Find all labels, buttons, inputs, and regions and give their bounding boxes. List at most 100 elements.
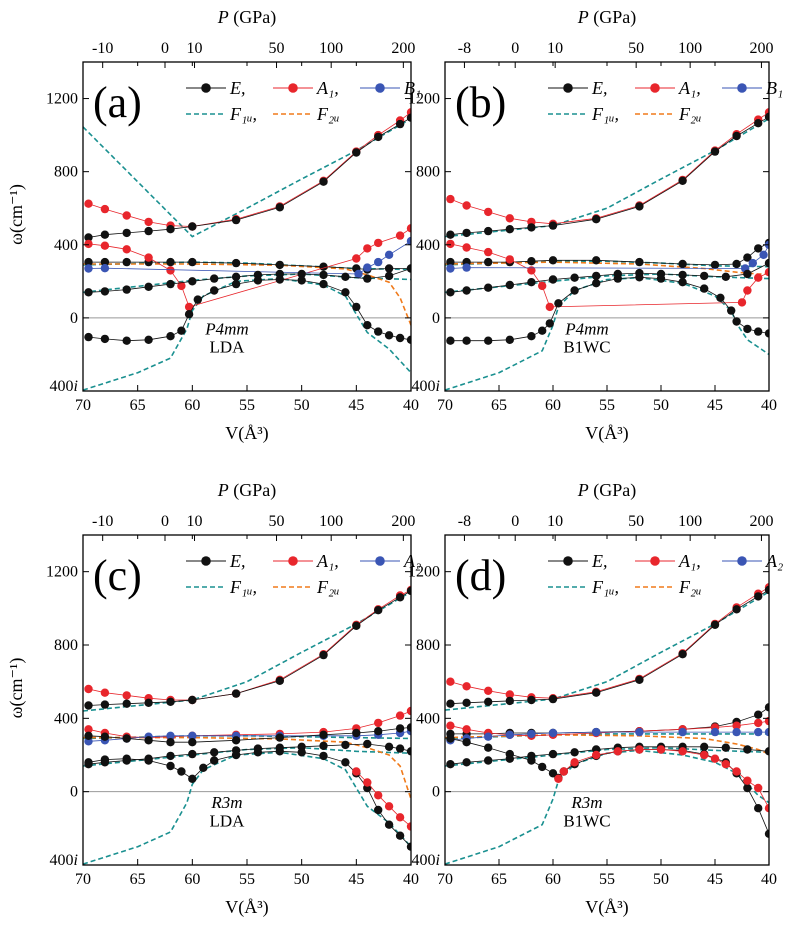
legend-entry: F₂ᵤ: [635, 104, 702, 124]
legend: E, A₁, B₁ F₁ᵤ, F₂ᵤ: [548, 78, 783, 124]
legend-entry: B₁: [722, 78, 783, 98]
x-tick-label: 50: [653, 397, 669, 414]
data-point-e: [384, 331, 394, 340]
data-point-e: [122, 699, 131, 708]
data-point-a1: [166, 266, 175, 275]
y-tick-label: 400: [416, 237, 440, 254]
data-point-e: [319, 262, 328, 271]
data-point-e: [84, 701, 93, 710]
x-tick-label: 55: [599, 397, 615, 414]
data-point-a2: [592, 727, 601, 737]
data-point-e: [166, 738, 175, 747]
data-point-e: [84, 233, 93, 242]
series-f1u-dashed-line: [83, 751, 411, 865]
data-point-e: [710, 260, 720, 270]
data-point-e: [395, 333, 405, 343]
legend-label: A₂: [765, 551, 783, 571]
data-point-e: [231, 279, 241, 289]
data-point-e: [144, 756, 153, 765]
data-point-e: [275, 676, 284, 685]
data-point-e: [656, 274, 666, 283]
legend-entry: A₁,: [273, 78, 339, 98]
data-point-e: [764, 329, 769, 338]
data-point-b1: [462, 263, 471, 272]
data-point-a1: [764, 716, 769, 726]
data-point-e: [505, 335, 514, 344]
data-point-e: [177, 326, 186, 335]
data-point-e: [635, 675, 644, 684]
data-point-e: [188, 277, 197, 286]
pressure-tick-label: -8: [458, 40, 471, 57]
data-point-e: [231, 689, 241, 698]
x-tick-label: 40: [761, 397, 777, 414]
y-tick-label: 800: [416, 164, 440, 181]
data-point-e: [484, 283, 493, 292]
legend-entry: F₁ᵤ,: [186, 104, 257, 124]
data-point-e: [395, 744, 405, 753]
data-point-a1: [538, 281, 547, 291]
data-point-e: [100, 732, 110, 741]
legend-entry: A₂: [722, 551, 783, 571]
data-point-e: [384, 820, 394, 829]
method-label: B1WC: [563, 812, 610, 831]
data-point-a1: [743, 286, 752, 295]
legend-marker: [650, 83, 660, 93]
data-point-e: [341, 740, 350, 750]
legend-marker: [201, 83, 211, 93]
data-point-a1: [406, 706, 411, 716]
legend-marker: [737, 83, 747, 93]
x-tick-label: 40: [761, 871, 777, 888]
y-tick-label: 1200: [408, 564, 440, 581]
data-point-e: [743, 269, 752, 279]
pressure-tick-label: 100: [319, 513, 343, 530]
data-point-e: [592, 688, 601, 697]
legend-entry: E,: [186, 78, 246, 98]
data-point-e: [505, 280, 514, 290]
x-tick-label: 40: [403, 871, 419, 888]
series-f2u-dashed-line: [83, 736, 411, 800]
data-point-e: [462, 738, 471, 747]
data-point-a1: [395, 711, 405, 720]
series-group: [445, 583, 769, 865]
data-point-e: [384, 264, 394, 273]
data-point-a2: [732, 727, 741, 737]
volume-axis-title: V(Å³): [585, 897, 628, 918]
data-point-e: [341, 758, 350, 767]
data-point-e: [570, 748, 579, 757]
pressure-tick-label: 200: [391, 40, 415, 57]
pressure-tick-label: 100: [678, 513, 702, 530]
x-tick-label: 45: [348, 871, 364, 888]
y-tick-label: 800: [416, 637, 440, 654]
data-point-b1: [354, 269, 363, 279]
pressure-tick-label: 100: [319, 40, 343, 57]
data-point-e: [764, 829, 769, 838]
legend-label: F₁ᵤ,: [591, 104, 619, 124]
data-point-e: [732, 131, 741, 141]
data-point-e: [545, 319, 554, 328]
data-point-a1: [613, 747, 622, 756]
panel-b: 70 65 60 55 50 45 40 400i 0 400 800 1200 -8 0 10 50 100 2…: [408, 7, 783, 444]
data-point-e: [319, 279, 328, 289]
data-point-e: [188, 695, 197, 705]
data-point-e: [548, 694, 558, 704]
legend-label: E,: [229, 78, 246, 98]
legend-label: F₂ᵤ: [316, 577, 340, 597]
x-tick-label: 65: [130, 397, 146, 414]
data-point-a1: [484, 207, 493, 217]
data-point-e: [166, 257, 175, 267]
legend-label: F₁ᵤ,: [229, 577, 257, 597]
legend-marker: [563, 556, 573, 566]
data-point-e: [754, 327, 763, 336]
y-tick-label: 1200: [408, 91, 440, 108]
data-point-a1: [122, 245, 131, 254]
data-point-a1: [122, 211, 131, 220]
data-point-b1: [374, 257, 383, 267]
data-point-e: [732, 605, 741, 614]
data-point-b1: [748, 258, 757, 268]
data-point-e: [592, 256, 601, 265]
data-point-e: [297, 748, 306, 757]
data-point-e: [188, 749, 197, 759]
legend-label: B₁: [404, 78, 421, 98]
data-point-e: [732, 317, 741, 326]
series-e-line: [88, 261, 411, 270]
